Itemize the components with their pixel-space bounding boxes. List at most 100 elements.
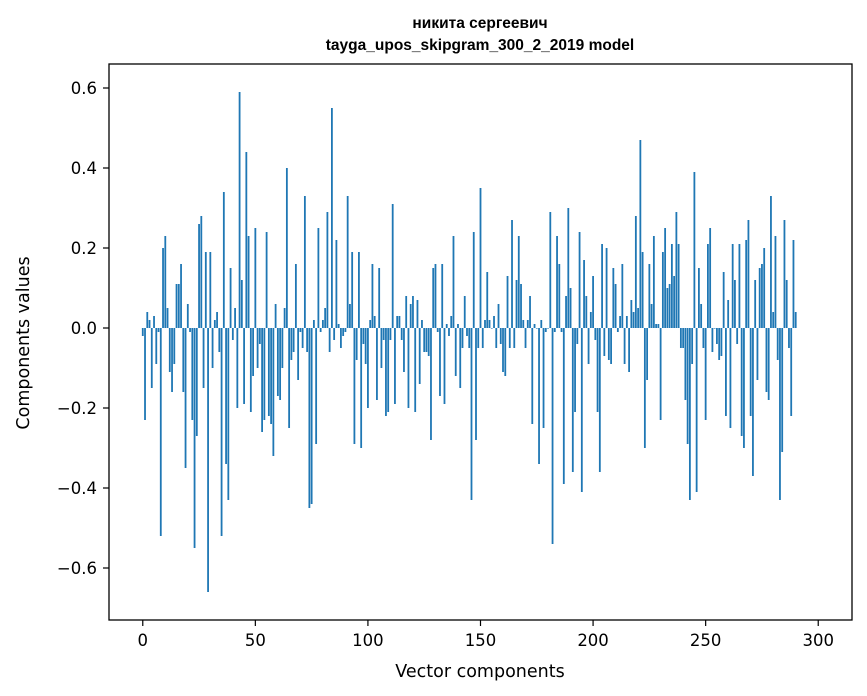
chart-subtitle: tayga_upos_skipgram_300_2_2019 model <box>326 37 634 54</box>
bar <box>758 268 761 328</box>
bar <box>695 328 698 492</box>
bar <box>146 312 149 328</box>
bar <box>517 236 520 328</box>
bar <box>331 108 333 328</box>
bar <box>515 280 518 328</box>
bar <box>734 280 736 328</box>
bar <box>731 244 734 328</box>
y-tick-label: 0.6 <box>71 79 97 98</box>
bar <box>567 208 570 328</box>
bar <box>702 328 705 348</box>
bar <box>292 328 295 352</box>
bar <box>583 260 585 328</box>
bar <box>200 216 203 328</box>
bar <box>569 288 572 328</box>
bar <box>319 328 322 332</box>
bar <box>155 328 158 364</box>
x-tick-label: 150 <box>465 631 497 650</box>
bar <box>204 252 207 328</box>
bar <box>315 328 318 444</box>
bar <box>520 284 522 328</box>
bar <box>684 328 687 400</box>
bar <box>382 328 385 340</box>
bar <box>578 232 581 328</box>
bar <box>711 328 714 352</box>
bar <box>421 320 423 328</box>
bar <box>639 140 642 328</box>
bar <box>321 320 324 328</box>
bar <box>202 328 205 388</box>
bar <box>736 328 739 344</box>
bar <box>664 228 667 328</box>
bar <box>256 328 259 368</box>
bar <box>310 328 313 504</box>
bar <box>148 320 151 328</box>
bar <box>607 328 610 360</box>
bar <box>220 328 223 536</box>
bar <box>632 312 635 328</box>
bar <box>276 328 279 396</box>
bar <box>306 328 309 352</box>
bar <box>767 328 770 400</box>
bar <box>371 264 374 328</box>
bar <box>414 328 417 412</box>
bar <box>668 284 671 328</box>
bar <box>794 312 797 328</box>
y-tick-label: 0.4 <box>71 159 97 178</box>
bar <box>502 328 504 372</box>
bar <box>416 300 419 328</box>
bar <box>756 328 759 380</box>
bar <box>290 328 293 360</box>
bar <box>303 196 306 328</box>
bar <box>427 328 430 356</box>
bar <box>535 328 538 329</box>
bar <box>637 308 640 328</box>
bar <box>463 296 466 328</box>
x-axis-label: Vector components <box>395 662 564 682</box>
bar <box>598 328 601 472</box>
bar <box>630 300 633 328</box>
bar <box>324 308 327 328</box>
bar <box>774 236 777 328</box>
bar <box>376 328 378 400</box>
bar <box>141 328 144 336</box>
x-tick-label: 50 <box>245 631 266 650</box>
bar <box>605 248 608 328</box>
bar <box>670 244 673 328</box>
bar <box>470 328 473 500</box>
bar <box>432 268 435 328</box>
bar <box>673 276 676 328</box>
bar <box>459 328 462 388</box>
bar <box>529 296 531 328</box>
bar <box>418 328 421 384</box>
bar <box>540 320 543 328</box>
bar <box>227 328 230 500</box>
bar <box>171 328 173 392</box>
bar <box>454 328 457 376</box>
bar <box>788 328 790 348</box>
bar <box>243 328 245 404</box>
bar <box>340 328 342 348</box>
bar <box>716 328 718 344</box>
bar <box>373 316 376 328</box>
bar <box>358 252 360 328</box>
bar <box>634 216 637 328</box>
bar <box>461 328 464 348</box>
bar <box>211 328 214 368</box>
bar <box>409 304 412 328</box>
bar <box>488 320 491 328</box>
bar <box>213 320 216 328</box>
bar <box>333 328 336 340</box>
bar <box>481 328 484 348</box>
bar <box>400 328 403 340</box>
bar <box>317 228 320 328</box>
bar <box>378 268 381 328</box>
bar <box>261 328 263 432</box>
bar <box>551 328 554 544</box>
bar <box>657 324 660 328</box>
bar <box>761 264 763 328</box>
x-tick-label: 0 <box>138 631 149 650</box>
bar <box>495 328 498 348</box>
bar <box>254 228 257 328</box>
